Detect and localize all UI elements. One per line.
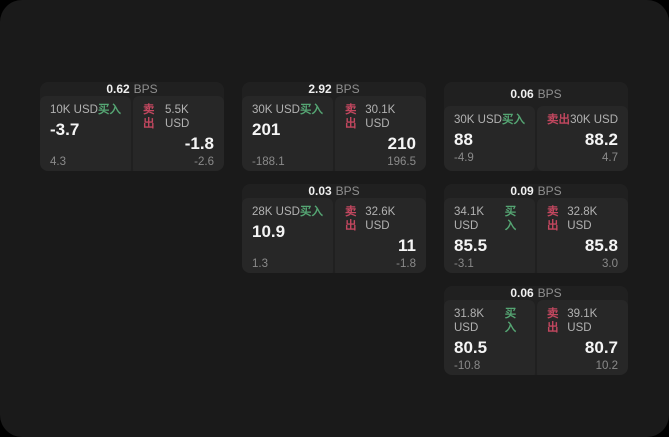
card-6-sell-panel[interactable]: 卖出 39.1K USD 80.7 10.2: [537, 300, 628, 375]
bps-unit-label: BPS: [133, 82, 158, 96]
quote-card-3: 0.06 BPS 30K USD 买入 88 -4.9 卖出 30K USD: [444, 82, 628, 171]
card-5-buy-panel[interactable]: 34.1K USD 买入 85.5 -3.1: [444, 198, 535, 273]
buy-side-label: 买入: [504, 308, 517, 334]
quote-cards-grid: 0.62 BPS 10K USD 买入 -3.7 4.3 卖出 5.5K USD: [40, 82, 628, 375]
buy-sub-value: -10.8: [454, 360, 481, 372]
quote-card-6: 0.06 BPS 31.8K USD 买入 80.5 -10.8 卖出 39.1…: [444, 286, 628, 375]
sell-price: 80.7: [584, 338, 618, 357]
card-2-sell-panel[interactable]: 卖出 30.1K USD 210 196.5: [335, 96, 426, 171]
sell-sub-value: 196.5: [387, 156, 416, 168]
sell-side-label: 卖出: [547, 114, 570, 126]
buy-amount: 28K USD: [252, 206, 300, 218]
sell-side-label: 卖出: [547, 308, 559, 334]
card-2-buy-panel[interactable]: 30K USD 买入 201 -188.1: [242, 96, 333, 171]
sell-amount: 30K USD: [570, 114, 618, 126]
bps-unit-label: BPS: [537, 286, 562, 300]
spread-value: 2.92: [308, 82, 332, 96]
sell-price: 85.8: [584, 236, 618, 255]
spread-value: 0.06: [510, 87, 534, 101]
buy-amount: 30K USD: [252, 104, 300, 116]
sell-sub-value: 3.0: [602, 258, 618, 270]
card-4-spread-header: 0.03 BPS: [242, 184, 426, 198]
sell-side-label: 卖出: [547, 206, 559, 232]
sell-amount: 32.8K USD: [567, 206, 598, 232]
bps-unit-label: BPS: [537, 184, 562, 198]
buy-price: -3.7: [50, 120, 80, 139]
spread-value: 0.09: [510, 184, 534, 198]
card-1-spread-header: 0.62 BPS: [40, 82, 224, 96]
bps-unit-label: BPS: [537, 87, 562, 101]
buy-side-label: 买入: [504, 206, 517, 232]
sell-price: -1.8: [184, 134, 214, 153]
spread-value: 0.06: [510, 286, 534, 300]
sell-side-label: 卖出: [345, 104, 357, 130]
card-6-buy-panel[interactable]: 31.8K USD 买入 80.5 -10.8: [444, 300, 535, 375]
bps-unit-label: BPS: [335, 82, 360, 96]
sell-sub-value: 10.2: [595, 360, 618, 372]
buy-price: 80.5: [454, 338, 488, 357]
spread-value: 0.62: [106, 82, 130, 96]
buy-amount: 34.1K USD: [454, 206, 485, 232]
sell-amount: 32.6K USD: [365, 206, 396, 232]
sell-price: 11: [398, 236, 416, 255]
buy-price: 10.9: [252, 222, 286, 241]
card-4-buy-panel[interactable]: 28K USD 买入 10.9 1.3: [242, 198, 333, 273]
sell-sub-value: -1.8: [396, 258, 416, 270]
buy-side-label: 买入: [502, 114, 525, 126]
buy-side-label: 买入: [300, 104, 323, 116]
buy-sub-value: -188.1: [252, 156, 285, 168]
card-1-buy-panel[interactable]: 10K USD 买入 -3.7 4.3: [40, 96, 131, 171]
buy-sub-value: 4.3: [50, 156, 66, 168]
buy-sub-value: -3.1: [454, 258, 474, 270]
sell-amount: 5.5K USD: [165, 104, 190, 130]
card-4-sell-panel[interactable]: 卖出 32.6K USD 11 -1.8: [335, 198, 426, 273]
card-2-spread-header: 2.92 BPS: [242, 82, 426, 96]
sell-sub-value: -2.6: [194, 156, 214, 168]
buy-amount: 10K USD: [50, 104, 98, 116]
card-1-sell-panel[interactable]: 卖出 5.5K USD -1.8 -2.6: [133, 96, 224, 171]
card-3-spread-header: 0.06 BPS: [444, 82, 628, 106]
sell-sub-value: 4.7: [602, 152, 618, 164]
buy-price: 88: [454, 130, 473, 149]
buy-side-label: 买入: [300, 206, 323, 218]
quote-card-1: 0.62 BPS 10K USD 买入 -3.7 4.3 卖出 5.5K USD: [40, 82, 224, 171]
buy-sub-value: -4.9: [454, 152, 474, 164]
buy-side-label: 买入: [98, 104, 121, 116]
buy-price: 201: [252, 120, 281, 139]
card-3-buy-panel[interactable]: 30K USD 买入 88 -4.9: [444, 106, 535, 171]
buy-sub-value: 1.3: [252, 258, 268, 270]
card-5-sell-panel[interactable]: 卖出 32.8K USD 85.8 3.0: [537, 198, 628, 273]
sell-amount: 39.1K USD: [567, 308, 598, 334]
quote-card-4: 0.03 BPS 28K USD 买入 10.9 1.3 卖出 32.6K US…: [242, 184, 426, 273]
quote-card-5: 0.09 BPS 34.1K USD 买入 85.5 -3.1 卖出 32.8K…: [444, 184, 628, 273]
buy-amount: 31.8K USD: [454, 308, 485, 334]
buy-price: 85.5: [454, 236, 488, 255]
sell-price: 88.2: [584, 130, 618, 149]
buy-amount: 30K USD: [454, 114, 502, 126]
sell-side-label: 卖出: [143, 104, 155, 130]
sell-side-label: 卖出: [345, 206, 357, 232]
sell-price: 210: [387, 134, 416, 153]
card-6-spread-header: 0.06 BPS: [444, 286, 628, 300]
card-5-spread-header: 0.09 BPS: [444, 184, 628, 198]
bps-unit-label: BPS: [335, 184, 360, 198]
spread-value: 0.03: [308, 184, 332, 198]
sell-amount: 30.1K USD: [365, 104, 396, 130]
card-3-sell-panel[interactable]: 卖出 30K USD 88.2 4.7: [537, 106, 628, 171]
quote-card-2: 2.92 BPS 30K USD 买入 201 -188.1 卖出 30.1K …: [242, 82, 426, 171]
